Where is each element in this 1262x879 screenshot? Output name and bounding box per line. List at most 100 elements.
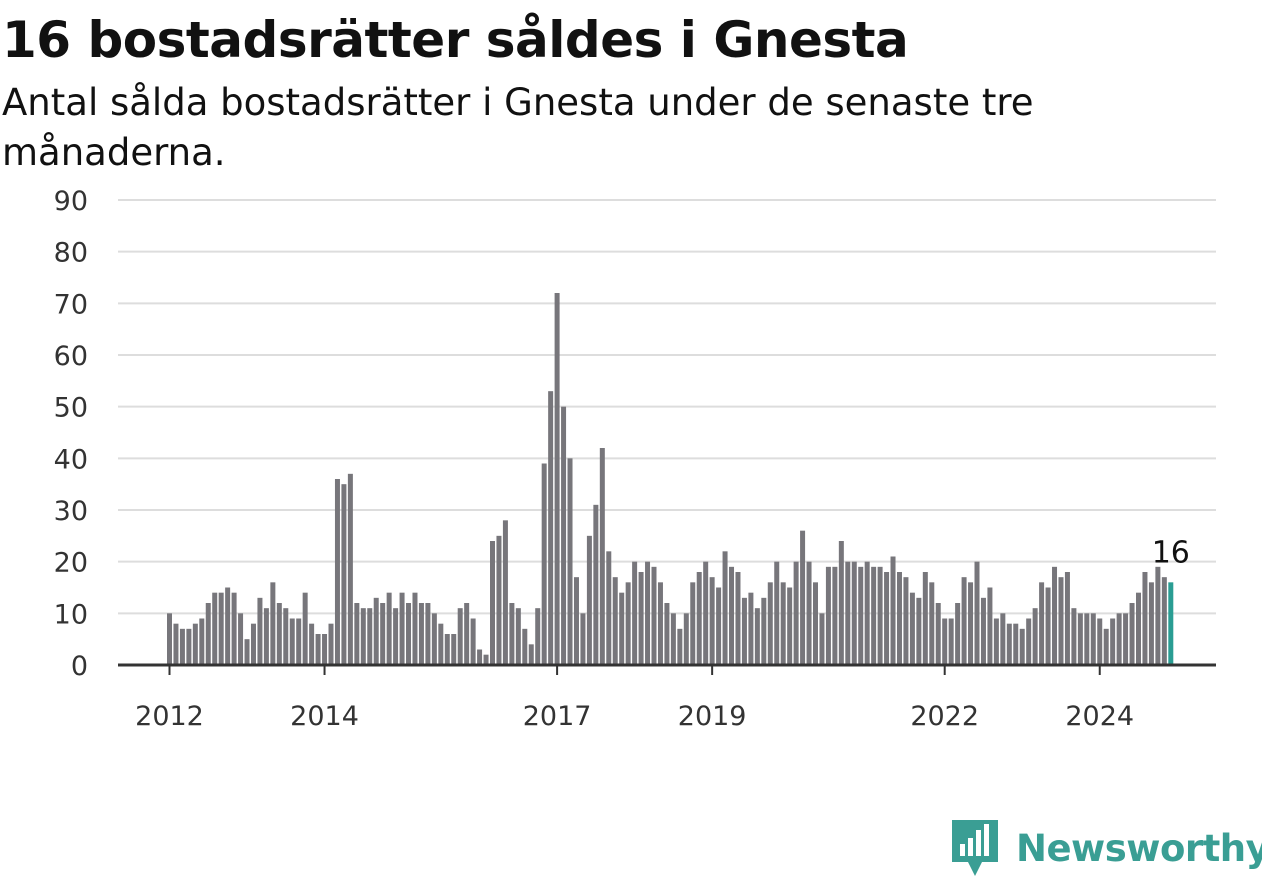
bar (748, 592, 754, 665)
logo-text: Newsworthy (1016, 826, 1262, 870)
bar (431, 613, 437, 665)
bar (231, 592, 237, 665)
bar (276, 603, 282, 665)
bar (916, 597, 922, 665)
y-axis-ticks: 0 10 20 30 40 50 60 70 80 90 (54, 186, 88, 682)
bar (1103, 628, 1109, 665)
y-tick-label: 60 (54, 341, 88, 372)
bar (179, 628, 185, 665)
bar (502, 520, 508, 665)
bar (296, 618, 302, 665)
bar (192, 623, 198, 665)
bar (606, 551, 612, 665)
bar (225, 587, 231, 665)
bar (490, 541, 495, 665)
bar (677, 628, 683, 665)
bar (451, 634, 457, 665)
bar (477, 649, 483, 665)
bar (645, 561, 651, 665)
y-tick-label: 20 (54, 548, 88, 579)
bar (1013, 623, 1019, 665)
bar (218, 592, 224, 665)
bar (250, 623, 256, 665)
bar (1155, 566, 1161, 665)
bar (1000, 613, 1006, 665)
bar (438, 623, 444, 665)
bar (483, 654, 489, 665)
gridlines (118, 199, 1216, 615)
bar (858, 566, 864, 665)
bar (548, 391, 554, 665)
bar (380, 603, 386, 665)
bar (173, 623, 179, 665)
bar (406, 603, 412, 665)
bar (289, 618, 295, 665)
bar (386, 592, 392, 665)
bar (793, 561, 799, 665)
bar (1026, 618, 1032, 665)
bar (709, 577, 715, 665)
bar (567, 458, 573, 665)
bar (334, 479, 340, 665)
bar (703, 561, 709, 665)
bar (961, 577, 967, 665)
bar (670, 613, 676, 665)
bar (1032, 608, 1038, 665)
bar (360, 608, 366, 665)
bar (244, 639, 250, 665)
bar (257, 597, 263, 665)
bar (315, 634, 321, 665)
bar (696, 572, 702, 665)
bar (825, 566, 831, 665)
x-tick-label: 2012 (135, 701, 204, 732)
bar (716, 587, 722, 665)
bar (457, 608, 463, 665)
bar (1064, 572, 1070, 665)
bar (1090, 613, 1096, 665)
bar (845, 561, 851, 665)
y-tick-label: 10 (54, 599, 88, 630)
bar (884, 572, 890, 665)
bar (955, 603, 961, 665)
bar (1110, 618, 1116, 665)
bar (586, 535, 592, 665)
bar (599, 448, 605, 665)
bar (1071, 608, 1077, 665)
bar (418, 603, 424, 665)
x-tick-label: 2024 (1065, 701, 1134, 732)
bar (1148, 582, 1154, 665)
bar (754, 608, 760, 665)
bar (573, 577, 579, 665)
bar (767, 582, 773, 665)
bar (657, 582, 663, 665)
bar (819, 613, 825, 665)
bar (464, 603, 470, 665)
bar (515, 608, 521, 665)
bar (896, 572, 902, 665)
y-tick-label: 30 (54, 496, 88, 527)
bar (1097, 618, 1103, 665)
bar (528, 644, 534, 665)
bar (1045, 587, 1051, 665)
bar (270, 582, 276, 665)
bar (425, 603, 431, 665)
bar (1039, 582, 1045, 665)
bar (399, 592, 405, 665)
bar (690, 582, 696, 665)
x-axis: 2012 2014 2017 2019 2022 2024 (118, 663, 1216, 732)
bar (1052, 566, 1058, 665)
bar (1129, 603, 1135, 665)
bar (496, 535, 502, 665)
bar (813, 582, 818, 665)
bar (393, 608, 399, 665)
bar (1077, 613, 1083, 665)
bar (787, 587, 793, 665)
newsworthy-logo-icon (952, 820, 998, 876)
bar (347, 473, 353, 665)
bar (780, 582, 786, 665)
y-tick-label: 80 (54, 238, 88, 269)
bar (1084, 613, 1090, 665)
bar (625, 582, 631, 665)
bar (942, 618, 948, 665)
